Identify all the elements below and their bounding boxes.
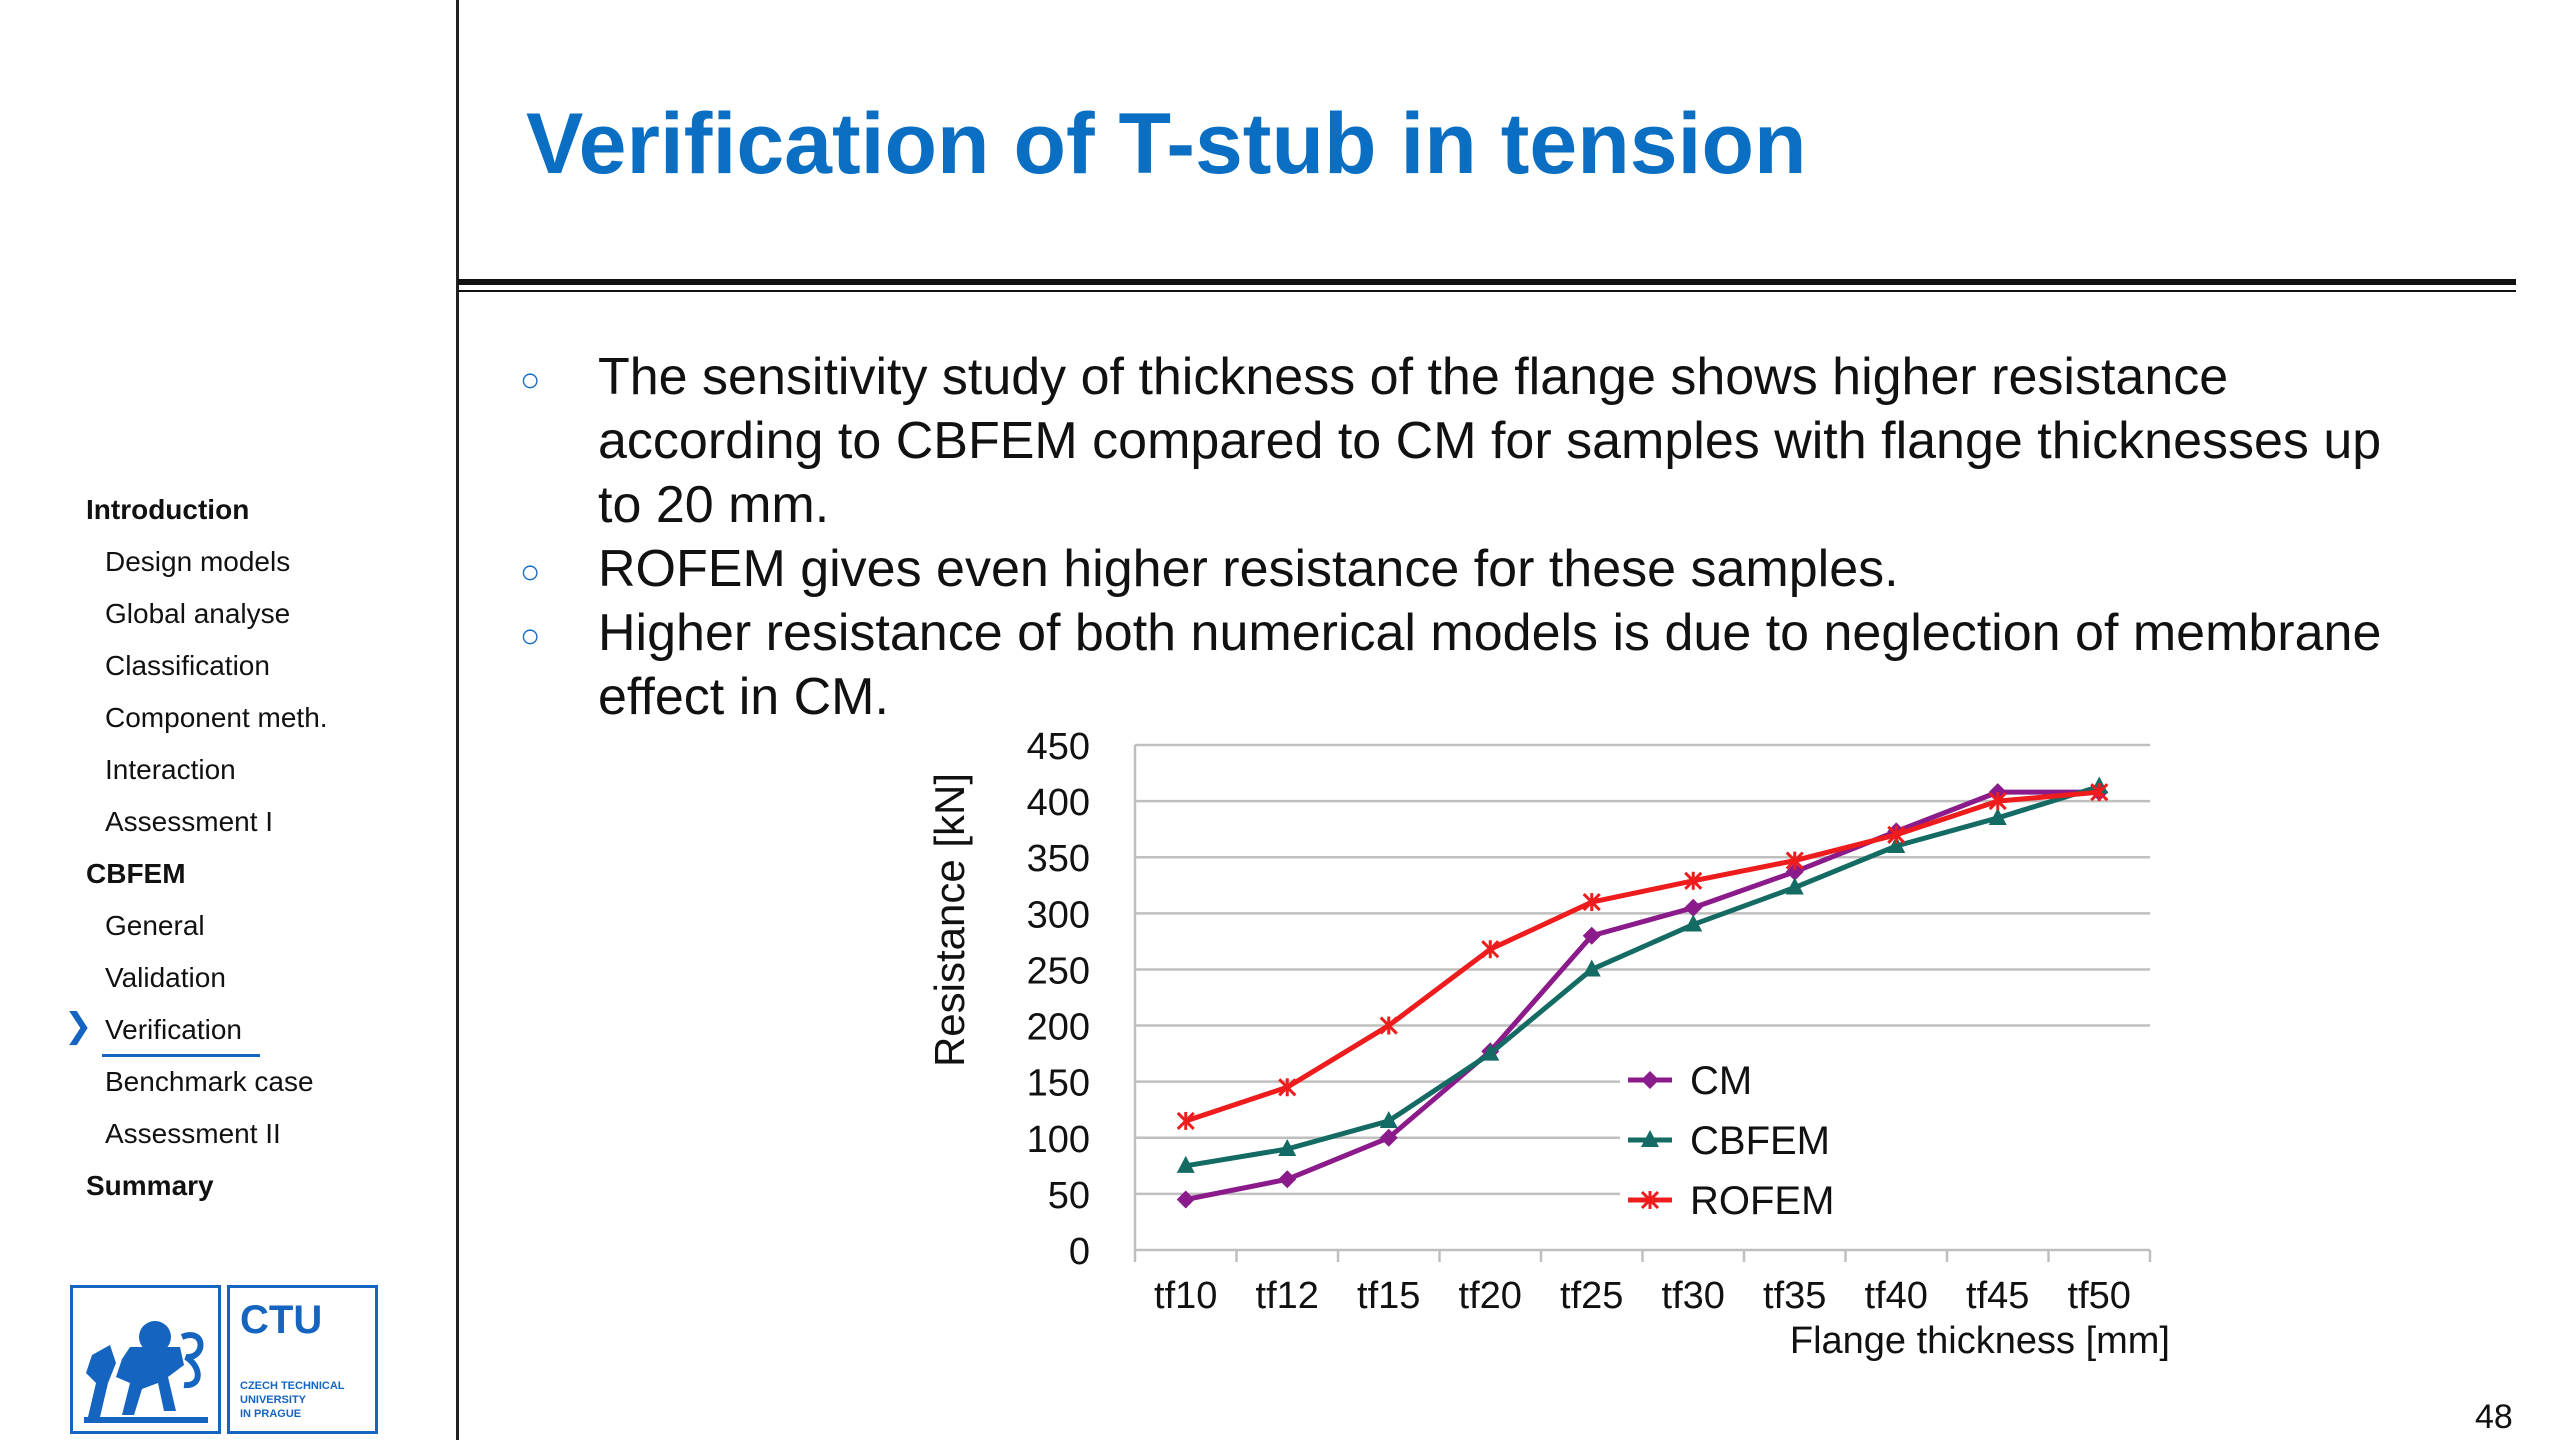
- y-tick-label: 100: [1027, 1119, 1090, 1161]
- cm-data-point: [1785, 862, 1804, 881]
- x-tick-label: tf10: [1154, 1275, 1217, 1317]
- cm-data-point: [1582, 926, 1601, 945]
- sidebar-item-global-analyse[interactable]: Global analyse: [105, 598, 291, 629]
- y-tick-label: 250: [1027, 950, 1090, 992]
- page-number: 48: [2475, 1398, 2513, 1436]
- x-axis-title: Flange thickness [mm]: [1790, 1320, 2170, 1362]
- rofem-series-line: [1184, 789, 2100, 1124]
- y-tick-label: 300: [1027, 894, 1090, 936]
- bullet-item: ○ The sensitivity study of thickness of …: [520, 345, 2480, 537]
- cm-data-point: [1379, 1128, 1398, 1147]
- rofem-data-point: [1887, 825, 1906, 844]
- active-item-underline: [102, 1054, 260, 1057]
- legend-cm-marker: [1641, 1071, 1659, 1089]
- legend-cbfem-label: CBFEM: [1690, 1119, 1830, 1163]
- sidebar-item-interaction[interactable]: Interaction: [105, 754, 236, 785]
- rofem-data-point: [1582, 893, 1601, 912]
- sidebar-item-assessment-ii[interactable]: Assessment II: [105, 1118, 281, 1149]
- cbfem-data-point: [1481, 1043, 1500, 1061]
- cbfem-data-point: [1988, 807, 2007, 825]
- sidebar-item-general[interactable]: General: [105, 910, 205, 941]
- y-tick-label: 50: [1048, 1175, 1090, 1217]
- ctu-logo: CTU CZECH TECHNICAL UNIVERSITY IN PRAGUE: [70, 1285, 378, 1434]
- legend-cbfem-marker: [1641, 1130, 1659, 1147]
- cm-series-line: [1185, 789, 2100, 1202]
- x-tick-label: tf15: [1357, 1275, 1420, 1317]
- logo-name-line2: UNIVERSITY: [240, 1394, 307, 1406]
- cbfem-data-point: [1785, 877, 1804, 895]
- sidebar-item-design-models[interactable]: Design models: [105, 546, 291, 577]
- y-tick-label: 350: [1027, 838, 1090, 880]
- rofem-data-point: [1988, 792, 2007, 811]
- bullet-line: to 20 mm.: [598, 476, 830, 534]
- x-tick-label: tf25: [1560, 1275, 1623, 1317]
- bullet-circle-icon: ○: [520, 361, 541, 399]
- legend-rofem-label: ROFEM: [1690, 1179, 1834, 1223]
- rofem-data-point: [1785, 851, 1804, 870]
- x-tick-label: tf20: [1459, 1275, 1522, 1317]
- bullet-item: ○ ROFEM gives even higher resistance for…: [520, 537, 2480, 601]
- y-tick-label: 400: [1027, 782, 1090, 824]
- resistance-chart: 0 50 100 150 200 250 300 350 400 450 tf10 tf12 tf15 t…: [1027, 726, 2170, 1362]
- bullet-line: ROFEM gives even higher resistance for t…: [598, 540, 1899, 598]
- active-chevron-icon: ❯: [64, 1007, 93, 1045]
- y-tick-label: 150: [1027, 1063, 1090, 1105]
- cbfem-data-point: [1582, 959, 1601, 977]
- cbfem-series-line: [1185, 784, 2100, 1169]
- cm-data-point: [1684, 898, 1703, 917]
- bullet-item: ○ Higher resistance of both numerical mo…: [520, 601, 2480, 729]
- sidebar-item-classification[interactable]: Classification: [105, 650, 270, 681]
- rofem-data-point: [1379, 1016, 1398, 1035]
- bullet-line: The sensitivity study of thickness of th…: [598, 348, 2229, 406]
- sidebar-item-cbfem[interactable]: CBFEM: [86, 858, 186, 889]
- logo-name-line3: IN PRAGUE: [240, 1408, 301, 1420]
- rofem-data-point: [1278, 1078, 1297, 1097]
- y-tick-label: 0: [1069, 1231, 1090, 1273]
- cbfem-data-point: [1887, 836, 1906, 853]
- title-rule: [458, 279, 2516, 285]
- x-tick-label: tf30: [1662, 1275, 1725, 1317]
- sidebar-item-summary[interactable]: Summary: [86, 1170, 214, 1201]
- sidebar-item-benchmark-case[interactable]: Benchmark case: [105, 1066, 314, 1097]
- cbfem-data-point: [1379, 1110, 1398, 1128]
- y-tick-label: 200: [1027, 1007, 1090, 1049]
- sidebar-item-assessment-i[interactable]: Assessment I: [105, 806, 274, 837]
- cbfem-data-point: [1684, 914, 1703, 932]
- bullet-circle-icon: ○: [520, 553, 541, 591]
- sidebar-divider: [456, 0, 459, 1440]
- lion-emblem-icon: [84, 1321, 208, 1423]
- rofem-data-point: [2090, 783, 2109, 802]
- sidebar-item-verification[interactable]: Verification: [105, 1014, 242, 1045]
- rofem-data-point: [1684, 871, 1703, 890]
- sidebar-item-validation[interactable]: Validation: [105, 962, 226, 993]
- x-tick-label: tf45: [1966, 1275, 2029, 1317]
- bullet-circle-icon: ○: [520, 617, 541, 655]
- x-tick-label: tf12: [1256, 1275, 1319, 1317]
- y-tick-label: 450: [1027, 726, 1090, 768]
- sidebar-item-component-meth[interactable]: Component meth.: [105, 702, 328, 733]
- x-tick-label: tf50: [2068, 1275, 2131, 1317]
- bullet-line: according to CBFEM compared to CM for sa…: [598, 412, 2382, 470]
- slide-title: Verification of T-stub in tension: [526, 96, 1807, 192]
- cbfem-data-point: [1176, 1155, 1195, 1173]
- bullet-line: Higher resistance of both numerical mode…: [598, 604, 2382, 662]
- x-tick-label: tf40: [1865, 1275, 1928, 1317]
- cbfem-data-point: [1278, 1139, 1297, 1156]
- logo-name-line1: CZECH TECHNICAL: [240, 1380, 345, 1392]
- x-tick-label: tf35: [1763, 1275, 1826, 1317]
- cm-data-point: [1176, 1190, 1195, 1209]
- legend-cm-label: CM: [1690, 1059, 1752, 1103]
- cm-data-point: [1278, 1170, 1297, 1189]
- sidebar: Introduction Design models Global analys…: [0, 0, 456, 1440]
- rofem-data-point: [1481, 940, 1500, 959]
- bullet-list: ○ The sensitivity study of thickness of …: [520, 345, 2480, 729]
- sidebar-item-introduction[interactable]: Introduction: [86, 494, 250, 525]
- rofem-data-point: [1176, 1111, 1195, 1131]
- logo-abbr: CTU: [240, 1298, 322, 1342]
- bullet-line: effect in CM.: [598, 668, 889, 726]
- legend-rofem-marker: [1640, 1190, 1660, 1210]
- title-rule-thin: [458, 290, 2516, 292]
